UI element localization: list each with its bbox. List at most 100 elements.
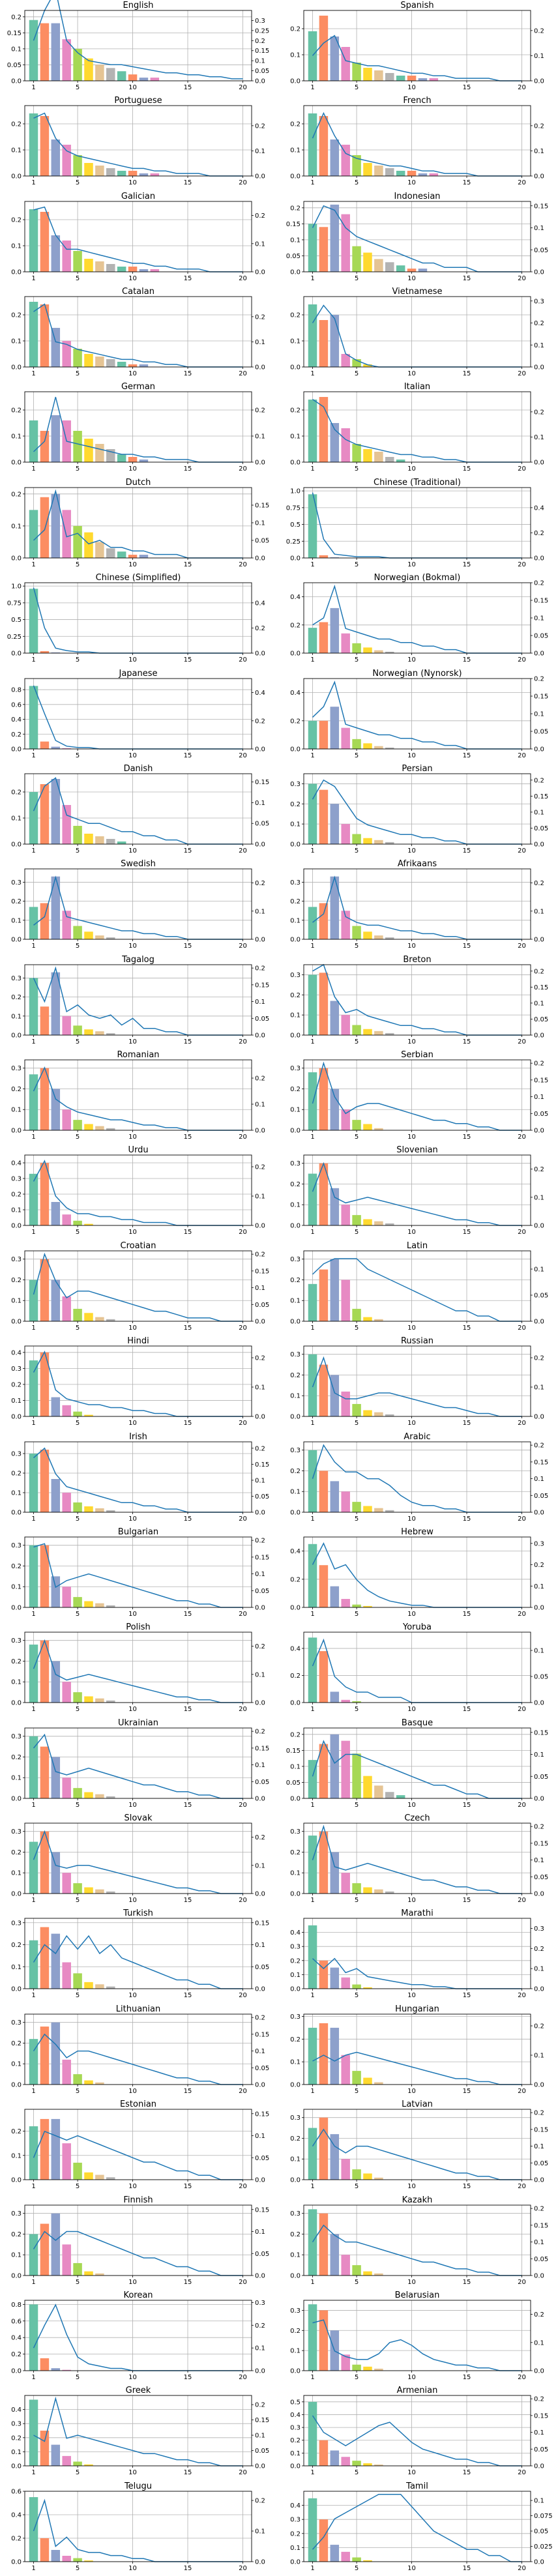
bar — [84, 931, 93, 940]
bar — [385, 457, 394, 463]
plot-frame — [303, 1822, 531, 1894]
bar — [117, 71, 126, 81]
bar — [396, 1794, 405, 1798]
chart-title: Turkish — [123, 1909, 153, 1918]
bar — [341, 1280, 350, 1321]
x-tick-label: 15 — [184, 275, 192, 282]
bar — [40, 1927, 50, 1989]
y-tick-label: 0.2 — [290, 2328, 301, 2335]
bar — [374, 1222, 383, 1226]
bar — [62, 39, 71, 81]
y-tick-label: 0.1 — [11, 1013, 22, 1020]
bar — [84, 1313, 93, 1321]
y-tick-label: 0.3 — [290, 2516, 301, 2523]
y2-tick-label: 0.0 — [255, 937, 265, 944]
bar — [330, 1691, 340, 1703]
x-tick-label: 15 — [463, 561, 471, 568]
bar — [150, 269, 160, 272]
y2-tick-label: 0.1 — [255, 148, 265, 155]
y2-tick-label: 0.15 — [255, 1554, 269, 1561]
bar — [374, 70, 383, 81]
chart-panel: Greek 1 5 10 15 20 0.0 0.1 0.2 0.3 0.4 0.0 0.05 0.1 0.… — [0, 2385, 279, 2479]
x-tick-label: 20 — [518, 1611, 526, 1618]
bar — [40, 1163, 50, 1226]
y2-tick-label: 0.1 — [534, 2497, 544, 2504]
y2-tick-label: 0.1 — [534, 53, 544, 60]
y-tick-label: 0.4 — [290, 2502, 301, 2510]
x-tick-label: 5 — [355, 943, 359, 950]
bar — [374, 935, 383, 940]
y2-tick-label: 0.1 — [255, 2528, 265, 2535]
bar — [330, 423, 340, 463]
y-tick-label: 0.1 — [11, 147, 22, 154]
chart-panel: Italian 1 5 10 15 20 0.0 0.1 0.2 0.0 0.1 0.2 — [279, 381, 558, 475]
x-tick-label: 20 — [518, 2374, 526, 2381]
x-tick-label: 5 — [355, 561, 359, 568]
x-tick-label: 10 — [407, 943, 416, 950]
x-tick-label: 1 — [310, 847, 314, 855]
bar — [429, 78, 439, 81]
y-tick-label: 0.0 — [290, 1604, 301, 1611]
chart-title: Chinese (Simplified) — [96, 573, 181, 583]
bar — [73, 2262, 82, 2276]
x-tick-label: 20 — [239, 2279, 247, 2286]
x-tick-label: 5 — [76, 1134, 80, 1141]
y-tick-label: 0.15 — [7, 30, 22, 37]
bar — [150, 78, 160, 81]
chart-title: Spanish — [400, 1, 433, 10]
x-tick-label: 1 — [310, 1038, 314, 1046]
y2-tick-label: 0.1 — [255, 1762, 265, 1769]
y-tick-label: 0.2 — [290, 312, 301, 319]
y-tick-label: 0.2 — [11, 1563, 22, 1570]
bar — [319, 903, 329, 940]
x-tick-label: 1 — [31, 1420, 35, 1427]
series-line — [33, 2130, 243, 2180]
y2-tick-label: 0.2 — [255, 965, 265, 972]
series-line — [312, 2493, 522, 2562]
y-tick-label: 0.2 — [11, 491, 22, 498]
x-tick-label: 1 — [31, 1515, 35, 1523]
bar — [51, 877, 61, 940]
bar — [62, 2244, 71, 2276]
plot-frame — [303, 1154, 531, 1226]
bar — [341, 2457, 350, 2466]
x-tick-label: 5 — [355, 1420, 359, 1427]
bar — [62, 804, 71, 844]
x-tick-label: 10 — [407, 1229, 416, 1236]
y2-tick-label: 0.05 — [534, 633, 548, 640]
x-tick-label: 15 — [463, 2469, 471, 2476]
bar — [62, 240, 71, 272]
chart-panel: Afrikaans 1 5 10 15 20 0.0 0.1 0.2 0.3 0.0 0.1 0.2 — [279, 858, 558, 952]
x-tick-label: 15 — [184, 847, 192, 855]
chart-panel: Norwegian (Bokmal) 1 5 10 15 20 0.0 0.2 0.4 0.0 0.… — [279, 572, 558, 666]
bar — [319, 2023, 329, 2085]
series-line — [33, 2033, 243, 2085]
x-tick-label: 1 — [310, 275, 314, 282]
bar — [308, 974, 317, 1035]
y-tick-label: 0.2 — [11, 2535, 22, 2542]
bar — [374, 452, 383, 463]
bar — [330, 804, 340, 844]
y2-tick-label: 0.0 — [255, 364, 265, 372]
bar — [319, 1364, 329, 1417]
bar — [73, 1308, 82, 1321]
y2-tick-label: 0.1 — [255, 1942, 265, 1949]
y-tick-label: 0.3 — [11, 975, 22, 982]
bar — [363, 1776, 372, 1798]
y-tick-label: 0.1 — [11, 1207, 22, 1214]
x-tick-label: 10 — [407, 1420, 416, 1427]
y-tick-label: 0.4 — [290, 1548, 301, 1555]
x-tick-label: 15 — [184, 1134, 192, 1141]
y-tick-label: 0.2 — [11, 1192, 22, 1199]
bar — [308, 2208, 317, 2276]
x-tick-label: 20 — [239, 465, 247, 473]
x-tick-label: 15 — [184, 1706, 192, 1713]
x-tick-label: 15 — [463, 847, 471, 855]
plot-frame — [303, 1250, 531, 1322]
bar — [84, 1224, 93, 1226]
chart-title: Kazakh — [402, 2195, 433, 2205]
